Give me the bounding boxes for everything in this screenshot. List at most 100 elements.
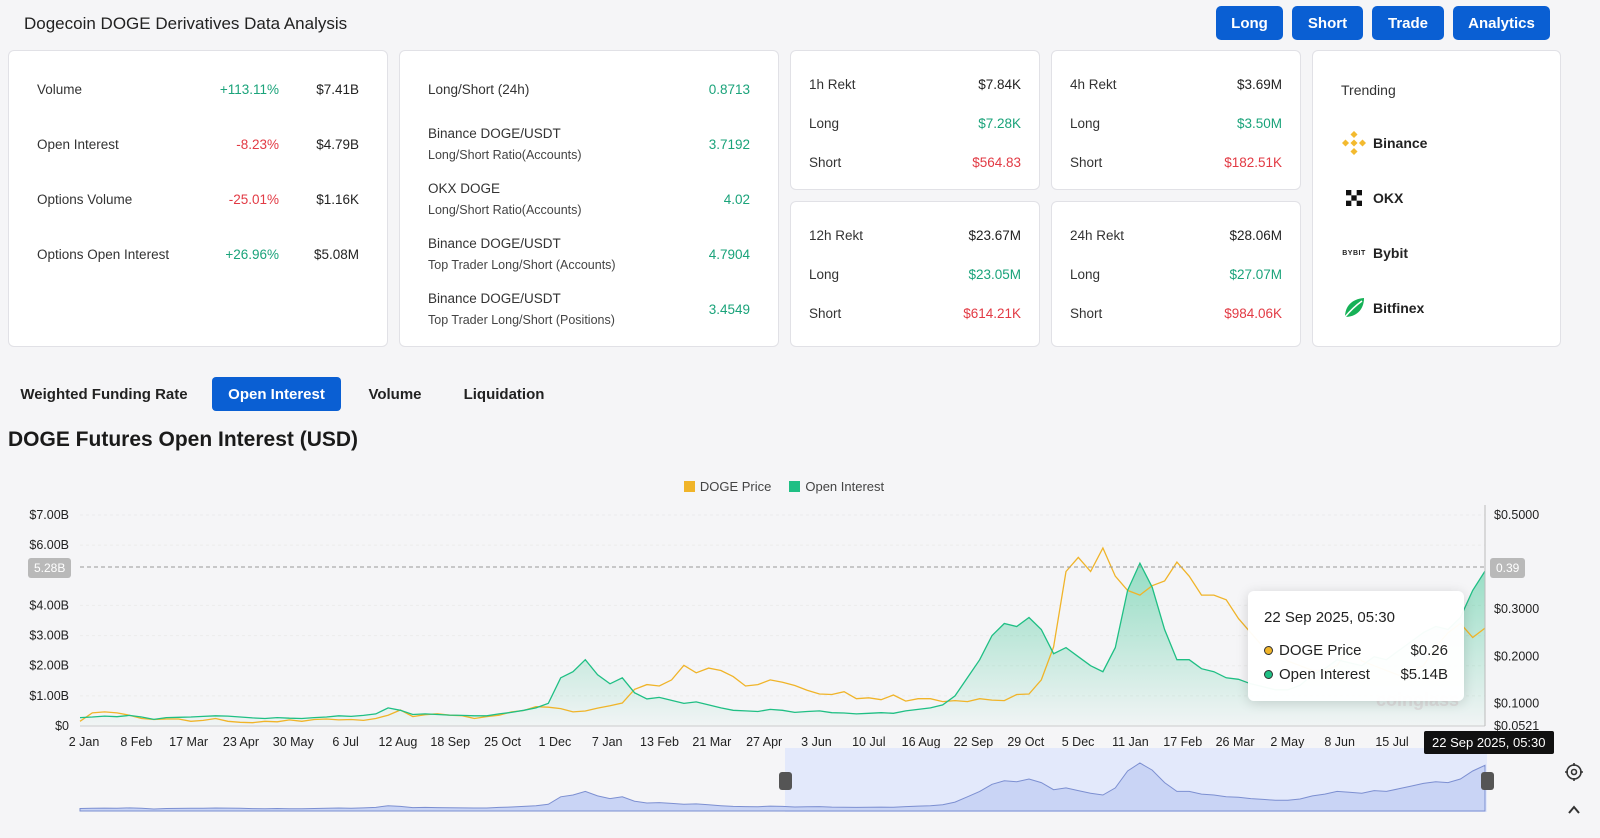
x-tick-label: 26 Mar bbox=[1216, 735, 1255, 749]
rekt-total: $7.84K bbox=[978, 77, 1021, 92]
chart-tooltip: 22 Sep 2025, 05:30 DOGE Price $0.26 Open… bbox=[1248, 591, 1464, 701]
x-tick-label: 17 Feb bbox=[1163, 735, 1202, 749]
tab-volume[interactable]: Volume bbox=[368, 385, 422, 403]
y-left-tick-label: $3.00B bbox=[29, 629, 69, 643]
analytics-button[interactable]: Analytics bbox=[1453, 6, 1550, 40]
rekt-card-4h: 4h Rekt $3.69M Long $3.50M Short $182.51… bbox=[1051, 50, 1301, 190]
x-tick-label: 21 Mar bbox=[692, 735, 731, 749]
tooltip-row-oi: Open Interest $5.14B bbox=[1264, 666, 1448, 683]
chart-legend: DOGE Price Open Interest bbox=[0, 479, 1568, 494]
y-right-tick-label: $0.1000 bbox=[1494, 696, 1539, 710]
rekt-title: 12h Rekt bbox=[809, 228, 864, 243]
trending-item-bybit[interactable]: BYBIT Bybit bbox=[1341, 240, 1408, 266]
x-tick-label: 2 Jan bbox=[69, 735, 100, 749]
tooltip-date: 22 Sep 2025, 05:30 bbox=[1264, 609, 1395, 626]
x-tick-label: 11 Jan bbox=[1112, 735, 1149, 749]
rekt-long-label: Long bbox=[1070, 267, 1101, 282]
ratio-value: 4.02 bbox=[723, 192, 750, 207]
crosshair-left-value: 5.28B bbox=[28, 558, 72, 578]
x-tick-label: 30 May bbox=[273, 735, 315, 749]
legend-swatch-oi bbox=[789, 481, 801, 492]
ratio-sublabel: Long/Short Ratio(Accounts) bbox=[428, 148, 582, 162]
rekt-total: $23.67M bbox=[968, 228, 1021, 243]
rekt-short-value: $564.83 bbox=[972, 155, 1021, 170]
stat-label: Options Volume bbox=[37, 192, 133, 207]
range-handle-right[interactable] bbox=[1481, 772, 1494, 790]
x-tick-label: 29 Oct bbox=[1007, 735, 1044, 749]
rekt-long-value: $23.05M bbox=[968, 267, 1021, 282]
trending-card: Trending Binance OKX BYBIT Bybit Bitfine… bbox=[1312, 50, 1561, 347]
rekt-card-12h: 12h Rekt $23.67M Long $23.05M Short $614… bbox=[790, 201, 1040, 347]
stat-change: -8.23% bbox=[236, 137, 279, 152]
x-tick-label: 16 Aug bbox=[902, 735, 941, 749]
y-left-tick-label: $7.00B bbox=[29, 508, 69, 522]
y-left-tick-label: $0 bbox=[55, 719, 69, 733]
open-interest-area bbox=[80, 563, 1485, 726]
x-tick-label: 10 Jul bbox=[852, 735, 885, 749]
range-handle-left[interactable] bbox=[779, 772, 792, 790]
x-tick-label: 7 Jan bbox=[592, 735, 623, 749]
stat-value: $7.41B bbox=[316, 82, 359, 97]
x-tick-label: 8 Feb bbox=[120, 735, 152, 749]
x-tick-label: 8 Jun bbox=[1324, 735, 1355, 749]
x-tick-label: 3 Jun bbox=[801, 735, 832, 749]
tab-open-interest[interactable]: Open Interest bbox=[212, 377, 341, 411]
ratio-label: Binance DOGE/USDT bbox=[428, 291, 561, 306]
short-button[interactable]: Short bbox=[1292, 6, 1363, 40]
ratio-value: 0.8713 bbox=[708, 82, 750, 97]
legend-label: Open Interest bbox=[805, 479, 885, 494]
rekt-card-1h: 1h Rekt $7.84K Long $7.28K Short $564.83 bbox=[790, 50, 1040, 190]
trending-item-name: OKX bbox=[1373, 190, 1404, 206]
y-right-tick-label: $0.2000 bbox=[1494, 649, 1539, 663]
trending-item-binance[interactable]: Binance bbox=[1341, 130, 1427, 156]
chart-settings-icon[interactable] bbox=[1560, 758, 1588, 786]
navigator-series bbox=[79, 762, 1486, 812]
ratio-label: Binance DOGE/USDT bbox=[428, 126, 561, 141]
okx-logo-icon bbox=[1341, 185, 1367, 211]
y-right-tick-label: $0.0521 bbox=[1494, 719, 1539, 733]
tooltip-series-value: $0.26 bbox=[1410, 642, 1448, 659]
x-tick-label: 17 Mar bbox=[169, 735, 208, 749]
y-left-tick-label: $2.00B bbox=[29, 659, 69, 673]
trending-item-name: Bitfinex bbox=[1373, 300, 1425, 316]
rekt-long-value: $27.07M bbox=[1229, 267, 1282, 282]
market-stats-card: Volume +113.11% $7.41B Open Interest -8.… bbox=[8, 50, 388, 347]
rekt-short-label: Short bbox=[809, 155, 842, 170]
legend-swatch-price bbox=[683, 481, 695, 492]
scroll-to-top-icon[interactable] bbox=[1560, 796, 1588, 824]
trending-item-name: Bybit bbox=[1373, 245, 1408, 261]
trade-button[interactable]: Trade bbox=[1372, 6, 1444, 40]
x-tick-label: 2 May bbox=[1270, 735, 1305, 749]
trending-item-okx[interactable]: OKX bbox=[1341, 185, 1403, 211]
stat-label: Volume bbox=[37, 82, 83, 97]
tab-weighted-funding-rate[interactable]: Weighted Funding Rate bbox=[20, 385, 188, 403]
range-navigator bbox=[79, 762, 1486, 812]
ratio-label: Long/Short (24h) bbox=[428, 82, 530, 97]
x-tick-label: 15 Jul bbox=[1375, 735, 1408, 749]
rekt-title: 24h Rekt bbox=[1070, 228, 1125, 243]
open-interest-chart[interactable]: $0 $1.00B $2.00B $3.00B $4.00B $6.00B $7.00B $0… bbox=[0, 500, 1568, 825]
x-tick-label: 27 Apr bbox=[746, 735, 782, 749]
stat-value: $5.08M bbox=[313, 247, 359, 262]
bybit-logo-icon: BYBIT bbox=[1341, 240, 1367, 266]
stat-change: +26.96% bbox=[225, 247, 279, 262]
rekt-total: $3.69M bbox=[1236, 77, 1282, 92]
top-bar: Dogecoin DOGE Derivatives Data Analysis … bbox=[0, 0, 1600, 46]
rekt-short-value: $182.51K bbox=[1224, 155, 1282, 170]
stat-value: $1.16K bbox=[316, 192, 359, 207]
long-button[interactable]: Long bbox=[1216, 6, 1283, 40]
bybit-logo-text: BYBIT bbox=[1342, 249, 1366, 257]
ratio-sublabel: Long/Short Ratio(Accounts) bbox=[428, 203, 582, 217]
legend-item-open-interest[interactable]: Open Interest bbox=[789, 479, 884, 494]
x-tick-label: 18 Sep bbox=[430, 735, 470, 749]
trending-item-name: Binance bbox=[1373, 135, 1428, 151]
trending-item-bitfinex[interactable]: Bitfinex bbox=[1341, 295, 1424, 321]
legend-item-doge-price[interactable]: DOGE Price bbox=[683, 479, 772, 494]
chart-axes: $0 $1.00B $2.00B $3.00B $4.00B $6.00B $7.00B $0… bbox=[29, 508, 1539, 749]
crosshair-right-value: 0.39 bbox=[1490, 558, 1526, 578]
tab-liquidation[interactable]: Liquidation bbox=[463, 385, 545, 403]
tooltip-row-price: DOGE Price $0.26 bbox=[1264, 642, 1448, 659]
legend-label: DOGE Price bbox=[699, 479, 772, 494]
ratio-value: 3.4549 bbox=[708, 302, 750, 317]
binance-logo-icon bbox=[1341, 130, 1367, 156]
